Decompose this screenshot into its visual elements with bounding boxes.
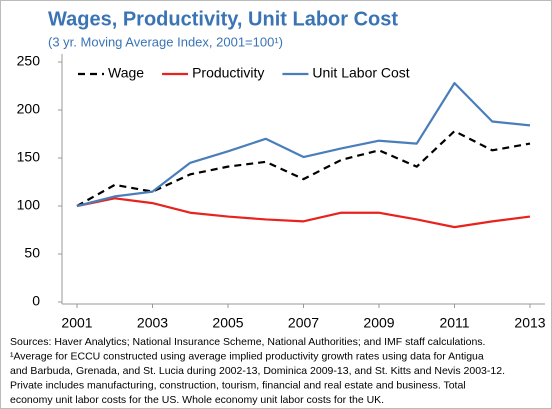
note: ¹Average for ECCU constructed using aver… — [10, 351, 484, 363]
x-tick-label: 2003 — [137, 315, 168, 331]
note: economy unit labor costs for the US. Who… — [10, 394, 384, 406]
y-tick-label: 50 — [24, 245, 40, 261]
chart-title: Wages, Productivity, Unit Labor Cost — [48, 8, 398, 30]
y-tick-label: 0 — [32, 293, 40, 309]
note: Sources: Haver Analytics; National Insur… — [10, 336, 485, 348]
x-tick-label: 2001 — [61, 315, 92, 331]
x-tick-label: 2009 — [363, 315, 394, 331]
note: Private includes manufacturing, construc… — [10, 380, 466, 392]
x-tick-label: 2005 — [212, 315, 243, 331]
y-tick-label: 250 — [17, 53, 41, 69]
x-tick-label: 2011 — [439, 315, 469, 331]
line-series — [76, 82, 531, 208]
legend-label: Productivity — [192, 65, 264, 81]
legend-label: Wage — [108, 65, 144, 81]
y-tick-label: 150 — [17, 149, 41, 165]
line-series — [76, 130, 531, 207]
line-series — [76, 197, 531, 229]
legend-label: Unit Labor Cost — [312, 65, 409, 81]
note: and Barbuda, Grenada, and St. Lucia duri… — [10, 365, 505, 377]
chart-subtitle: (3 yr. Moving Average Index, 2001=100¹) — [48, 34, 283, 49]
x-tick-label: 2007 — [288, 315, 319, 331]
y-tick-label: 200 — [17, 101, 41, 117]
x-tick-label: 2013 — [514, 315, 545, 331]
y-tick-label: 100 — [17, 197, 41, 213]
